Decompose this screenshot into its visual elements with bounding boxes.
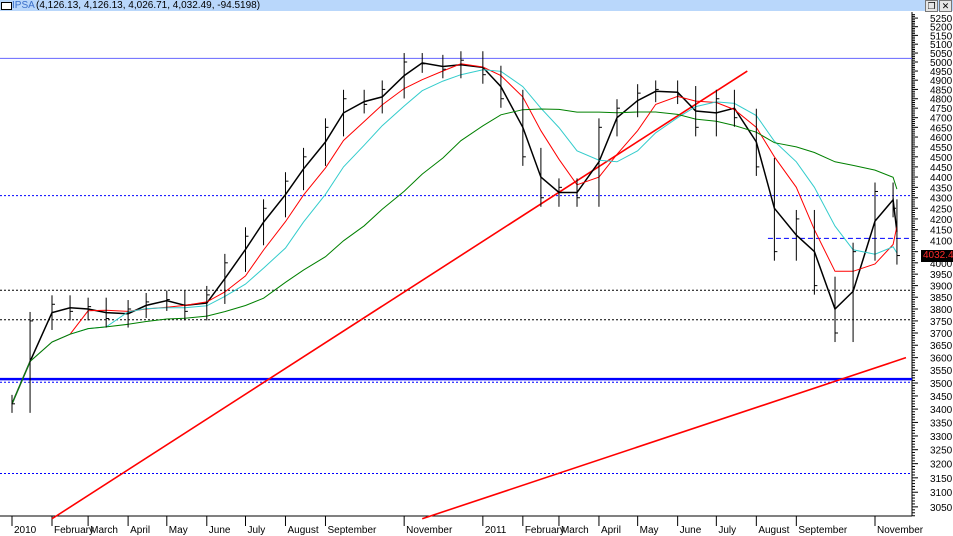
y-tick-label: 3150 — [930, 474, 953, 485]
x-tick-label: 2011 — [485, 525, 507, 536]
x-tick-label: July — [718, 525, 736, 536]
x-tick-label: March — [90, 525, 118, 536]
moving-average-line — [11, 62, 898, 405]
y-tick-label: 4150 — [930, 226, 953, 237]
y-tick-label: 3100 — [930, 488, 953, 499]
y-tick-label: 4800 — [930, 95, 953, 106]
y-tick-label: 4000 — [930, 259, 953, 270]
close-icon[interactable]: ✕ — [939, 0, 952, 12]
y-tick-label: 4350 — [930, 183, 953, 194]
x-tick-label: August — [758, 525, 789, 536]
y-tick-label: 4200 — [930, 215, 953, 226]
y-tick-label: 4100 — [930, 237, 953, 248]
y-tick-label: 4250 — [930, 204, 953, 215]
y-tick-label: 3700 — [930, 329, 953, 340]
moving-average-line — [11, 69, 898, 404]
y-tick-label: 5250 — [930, 14, 953, 25]
x-tick-label: April — [601, 525, 621, 536]
y-tick-label: 4400 — [930, 173, 953, 184]
y-tick-label: 3250 — [930, 446, 953, 457]
y-tick-label: 3850 — [930, 293, 953, 304]
x-tick-label: July — [247, 525, 265, 536]
y-tick-label: 3550 — [930, 366, 953, 377]
trend-line — [51, 70, 748, 520]
y-tick-label: 3950 — [930, 270, 953, 281]
moving-average-line — [11, 108, 898, 404]
y-tick-label: 3050 — [930, 503, 953, 514]
x-tick-label: 2010 — [14, 525, 37, 536]
y-tick-label: 3300 — [930, 432, 953, 443]
y-tick-label: 3400 — [930, 405, 953, 416]
y-tick-label: 5000 — [930, 58, 953, 69]
x-tick-label: May — [640, 525, 659, 536]
y-tick-label: 4300 — [930, 194, 953, 205]
y-tick-label: 4850 — [930, 85, 953, 96]
y-tick-label: 3500 — [930, 379, 953, 390]
price-chart: 5250520051505100505050004950490048504800… — [0, 12, 953, 536]
y-tick-label: 4650 — [930, 123, 953, 134]
y-tick-label: 3800 — [930, 305, 953, 316]
y-tick-label: 3650 — [930, 341, 953, 352]
x-tick-label: November — [877, 525, 924, 536]
y-tick-label: 5150 — [930, 31, 953, 42]
restore-icon[interactable]: ❐ — [925, 0, 938, 12]
chart-title-bar: IPSA (4,126.13, 4,126.13, 4,026.71, 4,03… — [0, 0, 953, 12]
symbol-label: IPSA — [12, 0, 35, 11]
x-tick-label: February — [525, 525, 565, 536]
trend-line — [421, 356, 907, 520]
y-tick-label: 4600 — [930, 133, 953, 144]
y-tick-label: 4550 — [930, 143, 953, 154]
y-tick-label: 5200 — [930, 23, 953, 34]
x-tick-label: August — [287, 525, 318, 536]
x-tick-label: March — [561, 525, 589, 536]
x-tick-label: November — [406, 525, 453, 536]
last-price-badge: 4032.49 — [921, 249, 953, 262]
y-tick-label: 4500 — [930, 153, 953, 164]
moving-average-line — [11, 63, 898, 404]
ohlc-values: (4,126.13, 4,126.13, 4,026.71, 4,032.49,… — [36, 0, 261, 11]
y-tick-label: 3750 — [930, 317, 953, 328]
y-tick-label: 4750 — [930, 104, 953, 115]
x-tick-label: September — [327, 525, 377, 536]
x-tick-label: June — [680, 525, 702, 536]
y-tick-label: 4950 — [930, 67, 953, 78]
x-tick-label: September — [798, 525, 848, 536]
y-tick-label: 3200 — [930, 460, 953, 471]
y-tick-label: 5100 — [930, 40, 953, 51]
y-tick-label: 3600 — [930, 354, 953, 365]
y-tick-label: 3350 — [930, 418, 953, 429]
x-tick-label: April — [130, 525, 150, 536]
y-tick-label: 3450 — [930, 392, 953, 403]
y-tick-label: 5050 — [930, 49, 953, 60]
y-tick-label: 4450 — [930, 163, 953, 174]
x-tick-label: February — [54, 525, 94, 536]
checkbox-icon[interactable] — [1, 2, 12, 10]
x-tick-label: June — [209, 525, 231, 536]
y-tick-label: 4900 — [930, 76, 953, 87]
y-tick-label: 4700 — [930, 114, 953, 125]
x-tick-label: May — [169, 525, 188, 536]
y-tick-label: 3900 — [930, 282, 953, 293]
